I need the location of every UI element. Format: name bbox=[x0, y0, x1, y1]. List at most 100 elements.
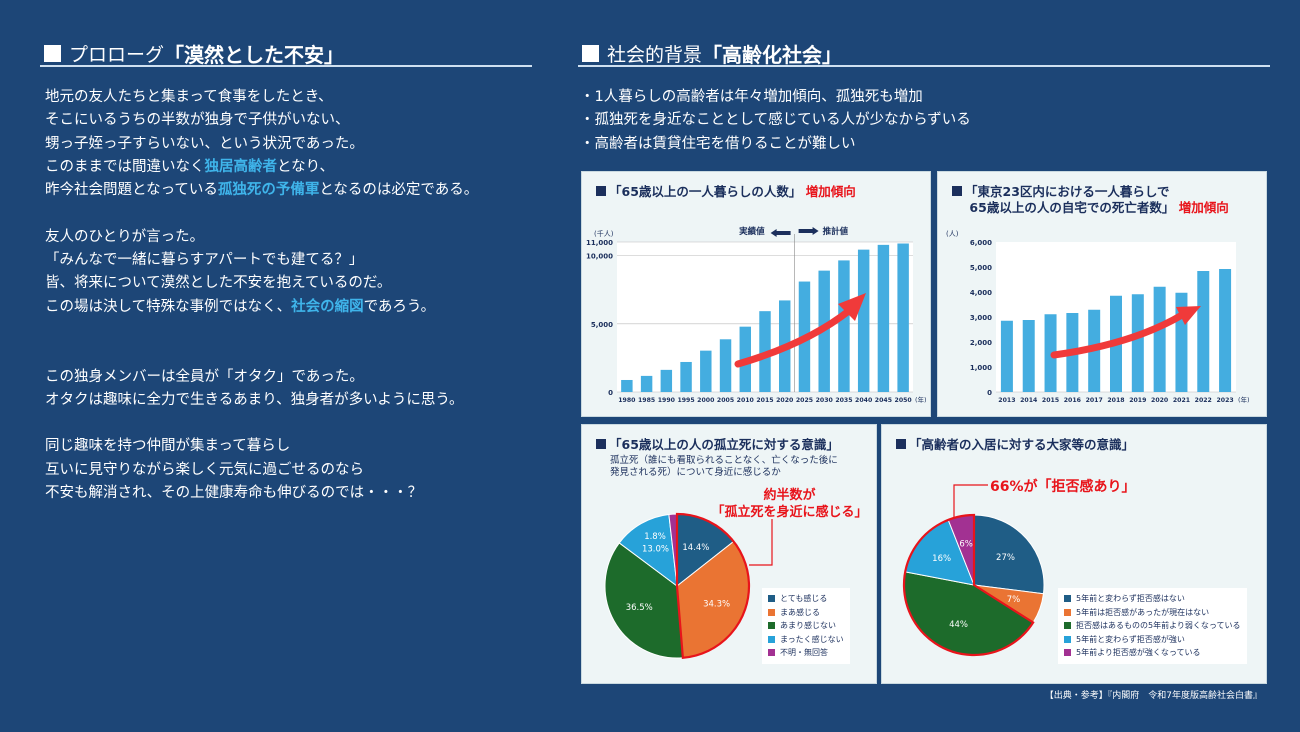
text-line: 甥っ子姪っ子すらいない、という状況であった。 bbox=[45, 133, 478, 156]
legend-label: 5年前より拒否感が強くなっている bbox=[1076, 648, 1201, 657]
highlighted-text: 独居高齢者 bbox=[204, 158, 278, 175]
slice-value-label: 36.5% bbox=[626, 603, 653, 613]
chart-panel-landlord-attitude: 27% 7% 44% 16% 6% 「高齢者の入居に対する大家等の意識」 66%が「拒否… bbox=[881, 424, 1267, 684]
legend-label: 拒否感はあるものの5年前より弱くなっている bbox=[1076, 621, 1241, 630]
highlight-outline bbox=[675, 512, 751, 659]
legend-label: 5年前と変わらず拒否感が強い bbox=[1076, 634, 1185, 644]
x-axis-unit: (年) bbox=[915, 395, 927, 404]
bar bbox=[680, 361, 692, 392]
bar bbox=[897, 243, 909, 392]
heading-title: 「漠然とした不安」 bbox=[164, 43, 345, 67]
legend-swatch bbox=[768, 635, 775, 643]
text-line bbox=[45, 202, 478, 225]
bar-chart-tokyo-deaths: 0 1,000 2,000 3,000 4,000 5,000 6,000 (人) 2013 20… bbox=[946, 230, 1250, 404]
text-line bbox=[45, 342, 478, 365]
chart-title: 「東京23区内における一人暮らしで 65歳以上の人の自宅での死亡者数」 増加傾向 bbox=[952, 184, 1229, 216]
legend-item: 拒否感はあるものの5年前より弱くなっている bbox=[1064, 619, 1241, 633]
x-tick-label: 1980 bbox=[618, 397, 636, 404]
y-tick-label: 0 bbox=[608, 389, 613, 397]
x-tick-label: 2020 bbox=[776, 397, 794, 404]
bar bbox=[719, 339, 732, 392]
slice-value-label: 27% bbox=[996, 553, 1015, 563]
bar bbox=[877, 244, 890, 392]
callout-line bbox=[953, 484, 988, 517]
text-line bbox=[45, 319, 478, 342]
legend-label: 5年前は拒否感があったが現在はない bbox=[1076, 607, 1210, 617]
legend-label: 5年前と変わらず拒否感はない bbox=[1076, 594, 1185, 603]
trend-arrowhead-icon bbox=[1176, 306, 1201, 325]
bar bbox=[1022, 320, 1035, 392]
callout-line bbox=[749, 519, 773, 566]
text-line: 不安も解消され、その上健康寿命も伸びるのでは・・・？ bbox=[45, 482, 478, 505]
y-axis-unit: (千人) bbox=[594, 229, 614, 238]
chart-title-text: 「高齢者の入居に対する大家等の意識」 bbox=[909, 437, 1135, 452]
square-bullet-icon bbox=[582, 45, 599, 62]
y-tick-label: 2,000 bbox=[970, 339, 992, 347]
prologue-heading: プロローグ 「漠然とした不安」 bbox=[44, 39, 344, 68]
legend-item: とても感じる bbox=[768, 592, 844, 606]
text-line: オタクは趣味に全力で生きるあまり、独身者が多いように思う。 bbox=[45, 389, 478, 412]
legend-swatch bbox=[1064, 608, 1071, 616]
text-segment: であろう。 bbox=[363, 298, 436, 315]
text-segment: 不安も解消され、その上健康寿命も伸びるのでは・・・？ bbox=[45, 485, 423, 502]
legend-label: まあ感じる bbox=[780, 607, 820, 617]
subtitle-line: 発見される死）について身近に感じるか bbox=[610, 467, 781, 478]
x-tick-label: 2045 bbox=[875, 397, 892, 404]
subtitle-line: 孤立死（誰にも看取られることなく、亡くなった後に bbox=[610, 455, 838, 466]
x-tick-label: 2000 bbox=[697, 397, 715, 404]
x-tick-label: 2023 bbox=[1216, 397, 1233, 404]
y-tick-label: 3,000 bbox=[970, 314, 992, 322]
chart-title-line: 「東京23区内における一人暮らしで bbox=[965, 184, 1170, 199]
y-tick-label: 10,000 bbox=[586, 253, 613, 261]
chart-legend: とても感じる まあ感じる あまり感じない まったく感じない 不明・無回答 bbox=[762, 588, 850, 664]
callout-text: 約半数が 「孤立死を身近に感じる」 bbox=[702, 487, 877, 521]
bar bbox=[621, 379, 633, 392]
pie-slice bbox=[618, 513, 678, 588]
x-tick-label: 1985 bbox=[638, 397, 655, 404]
x-tick-label: 2050 bbox=[895, 397, 913, 404]
slice-value-label: 7% bbox=[1007, 595, 1021, 605]
pie-chart-isolation-awareness: 14.4% 34.3% 36.5% 13.0% 1.8% bbox=[604, 512, 773, 659]
heading-prefix: プロローグ bbox=[69, 44, 165, 66]
text-segment: となり、 bbox=[277, 158, 334, 175]
legend-label: 不明・無回答 bbox=[780, 648, 828, 657]
highlighted-text: 社会の縮図 bbox=[291, 298, 364, 315]
bar bbox=[1197, 271, 1210, 392]
chart-panel-isolation-awareness: 14.4% 34.3% 36.5% 13.0% 1.8% 「65歳以上の人の孤立死に対す… bbox=[581, 424, 877, 684]
trend-arrow-icon bbox=[734, 306, 854, 368]
y-tick-label: 6,000 bbox=[970, 239, 992, 247]
bar bbox=[660, 369, 673, 392]
legend-swatch bbox=[768, 622, 775, 629]
trend-arrow-icon bbox=[1050, 311, 1186, 359]
projected-label: 推計値 bbox=[823, 226, 849, 237]
x-tick-label: 2010 bbox=[737, 397, 755, 404]
legend-swatch bbox=[1064, 595, 1071, 602]
slice-value-label: 44% bbox=[949, 620, 968, 630]
trend-arrowhead-icon bbox=[838, 293, 866, 321]
x-tick-label: 2030 bbox=[816, 397, 834, 404]
chart-panel-single-elderly: 0 5,000 10,000 11,000 (千人) 1980 1985 1990 1995 20… bbox=[581, 171, 931, 417]
x-tick-label: 2017 bbox=[1086, 397, 1103, 404]
y-tick-label: 5,000 bbox=[970, 264, 992, 272]
callout-line: 約半数が bbox=[763, 488, 816, 503]
source-footer: 【出典・参考】『内閣府 令和7年度版高齢社会白書』 bbox=[1044, 691, 1262, 701]
legend-swatch bbox=[1064, 622, 1071, 629]
text-line: 「みんなで一緒に暮らすアパートでも建てる？」 bbox=[45, 249, 478, 272]
text-line: 互いに見守りながら楽しく元気に過ごせるのなら bbox=[45, 459, 478, 482]
trend-tag: 増加傾向 bbox=[1178, 200, 1229, 215]
chart-title: 「65歳以上の人の孤立死に対する意識」 bbox=[596, 437, 839, 453]
chart-title-text: 「65歳以上の人の孤立死に対する意識」 bbox=[609, 437, 839, 452]
bar bbox=[1131, 294, 1144, 392]
text-segment: オタクは趣味に全力で生きるあまり、独身者が多いように思う。 bbox=[45, 391, 464, 408]
x-tick-label: 2040 bbox=[855, 397, 873, 404]
legend-item: まったく感じない bbox=[768, 633, 844, 647]
text-line: この独身メンバーは全員が「オタク」であった。 bbox=[45, 366, 478, 389]
text-segment: 地元の友人たちと集まって食事をしたとき、 bbox=[45, 89, 333, 105]
bullet-item: ・1人暮らしの高齢者は年々増加傾向、孤独死も増加 bbox=[580, 89, 923, 105]
x-tick-label: 2015 bbox=[1042, 397, 1059, 404]
text-line: 皆、将来について漠然とした不安を抱えているのだ。 bbox=[45, 272, 478, 295]
square-bullet-icon bbox=[896, 439, 906, 449]
bullet-list: ・1人暮らしの高齢者は年々増加傾向、孤独死も増加 ・孤独死を身近なこととして感じ… bbox=[580, 86, 971, 156]
chart-title-text: 「65歳以上の一人暮らしの人数」 bbox=[609, 184, 802, 199]
